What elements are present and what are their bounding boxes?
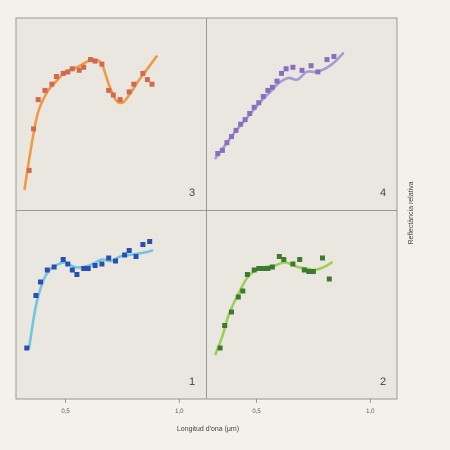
- data-point-panel-2-11: [276, 254, 282, 259]
- data-point-panel-3-12: [92, 58, 98, 64]
- data-point-panel-4-3: [229, 134, 234, 140]
- panel-label-1: 1: [189, 376, 195, 388]
- data-point-panel-2-18: [320, 255, 325, 261]
- data-point-panel-4-7: [247, 111, 253, 116]
- data-point-panel-3-5: [53, 74, 59, 79]
- data-point-panel-1-2: [38, 279, 43, 285]
- data-point-panel-3-4: [49, 81, 55, 87]
- data-point-panel-4-4: [233, 127, 239, 133]
- data-point-panel-1-18: [140, 242, 146, 247]
- panel-label-2: 2: [380, 376, 386, 388]
- data-point-panel-1-19: [147, 239, 153, 244]
- x-axis-ticks: 0,5 1,0 0,5 1,0: [61, 399, 375, 415]
- chart-marks: 3 4 1 2: [23, 52, 386, 388]
- data-point-panel-4-5: [238, 121, 244, 127]
- data-point-panel-4-19: [315, 69, 321, 75]
- data-point-panel-1-9: [81, 266, 87, 271]
- data-point-panel-3-9: [76, 67, 82, 73]
- data-point-panel-1-14: [113, 258, 118, 264]
- data-point-panel-4-18: [308, 63, 314, 69]
- data-point-panel-3-16: [117, 97, 123, 103]
- data-point-panel-4-0: [215, 151, 221, 156]
- data-point-panel-4-16: [290, 64, 296, 70]
- data-point-panel-2-3: [235, 294, 241, 300]
- data-point-panel-2-19: [326, 276, 332, 282]
- data-point-panel-4-20: [324, 57, 330, 63]
- data-point-panel-1-6: [65, 261, 71, 267]
- data-point-panel-4-21: [331, 54, 337, 59]
- data-point-panel-2-16: [306, 269, 312, 274]
- x-tick-label-0-1: 1,0: [175, 409, 184, 415]
- y-axis-title: Reflectància relativa: [408, 181, 415, 244]
- data-point-panel-3-6: [60, 70, 66, 76]
- data-point-panel-3-15: [110, 92, 116, 98]
- data-point-panel-3-17: [126, 89, 132, 95]
- data-point-panel-1-10: [85, 266, 91, 271]
- data-point-panel-4-11: [265, 87, 271, 93]
- x-axis-title: Longitud d'ona (μm): [177, 426, 239, 433]
- data-point-panel-2-1: [222, 323, 228, 328]
- data-point-panel-1-15: [122, 252, 128, 258]
- data-point-panel-2-15: [301, 267, 307, 273]
- data-point-panel-3-11: [88, 57, 93, 63]
- data-point-panel-3-19: [140, 70, 146, 76]
- data-point-panel-3-14: [106, 87, 112, 93]
- data-point-panel-2-13: [290, 261, 296, 267]
- data-point-panel-2-2: [229, 309, 234, 315]
- data-point-panel-4-9: [256, 100, 262, 106]
- data-point-panel-1-5: [60, 257, 66, 262]
- data-point-panel-1-8: [74, 272, 80, 277]
- data-point-panel-2-6: [251, 267, 257, 273]
- data-point-panel-3-18: [131, 81, 137, 87]
- data-point-panel-3-8: [69, 66, 75, 72]
- data-point-panel-4-12: [269, 84, 275, 90]
- data-point-panel-4-6: [242, 117, 248, 123]
- data-point-panel-1-1: [33, 293, 39, 298]
- data-point-panel-1-17: [133, 254, 139, 259]
- panel-label-4: 4: [380, 187, 386, 199]
- data-point-panel-1-4: [51, 264, 57, 270]
- data-point-panel-4-2: [224, 140, 230, 146]
- data-point-panel-2-0: [217, 345, 223, 351]
- data-point-panel-3-2: [35, 97, 41, 103]
- data-point-panel-4-14: [279, 70, 284, 76]
- data-point-panel-2-12: [281, 257, 287, 262]
- data-point-panel-4-10: [260, 94, 266, 99]
- x-tick-label-1-1: 1,0: [366, 409, 375, 415]
- data-point-panel-1-7: [69, 267, 75, 273]
- data-point-panel-3-0: [26, 167, 32, 173]
- data-point-panel-2-17: [310, 269, 316, 274]
- data-point-panel-2-5: [244, 272, 250, 277]
- data-point-panel-4-15: [283, 66, 289, 72]
- data-point-panel-4-8: [251, 104, 257, 110]
- panel-label-3: 3: [189, 187, 195, 199]
- data-point-panel-1-16: [126, 248, 132, 253]
- data-point-panel-2-9: [265, 266, 271, 271]
- data-point-panel-2-10: [269, 264, 275, 270]
- data-point-panel-1-0: [24, 345, 30, 351]
- data-point-panel-1-3: [44, 267, 50, 273]
- data-point-panel-3-7: [65, 69, 71, 75]
- data-point-panel-3-20: [144, 77, 150, 83]
- data-point-panel-2-7: [256, 266, 262, 271]
- data-point-panel-1-13: [106, 255, 112, 261]
- data-point-panel-2-4: [240, 288, 246, 294]
- data-point-panel-1-12: [99, 261, 105, 267]
- data-point-panel-3-10: [81, 64, 87, 70]
- data-point-panel-4-1: [219, 147, 225, 153]
- x-tick-label-0-0: 0,5: [61, 409, 70, 415]
- data-point-panel-3-3: [42, 87, 48, 93]
- data-point-panel-3-13: [99, 61, 105, 67]
- data-point-panel-4-13: [274, 78, 280, 84]
- series-curve-panel-2: [214, 261, 333, 356]
- x-tick-label-1-0: 0,5: [252, 409, 261, 415]
- data-point-panel-2-8: [260, 266, 266, 271]
- data-point-panel-3-1: [31, 126, 37, 132]
- data-point-panel-1-11: [92, 263, 98, 268]
- data-point-panel-4-17: [299, 67, 305, 73]
- data-point-panel-3-21: [149, 81, 155, 87]
- data-point-panel-2-14: [297, 257, 303, 262]
